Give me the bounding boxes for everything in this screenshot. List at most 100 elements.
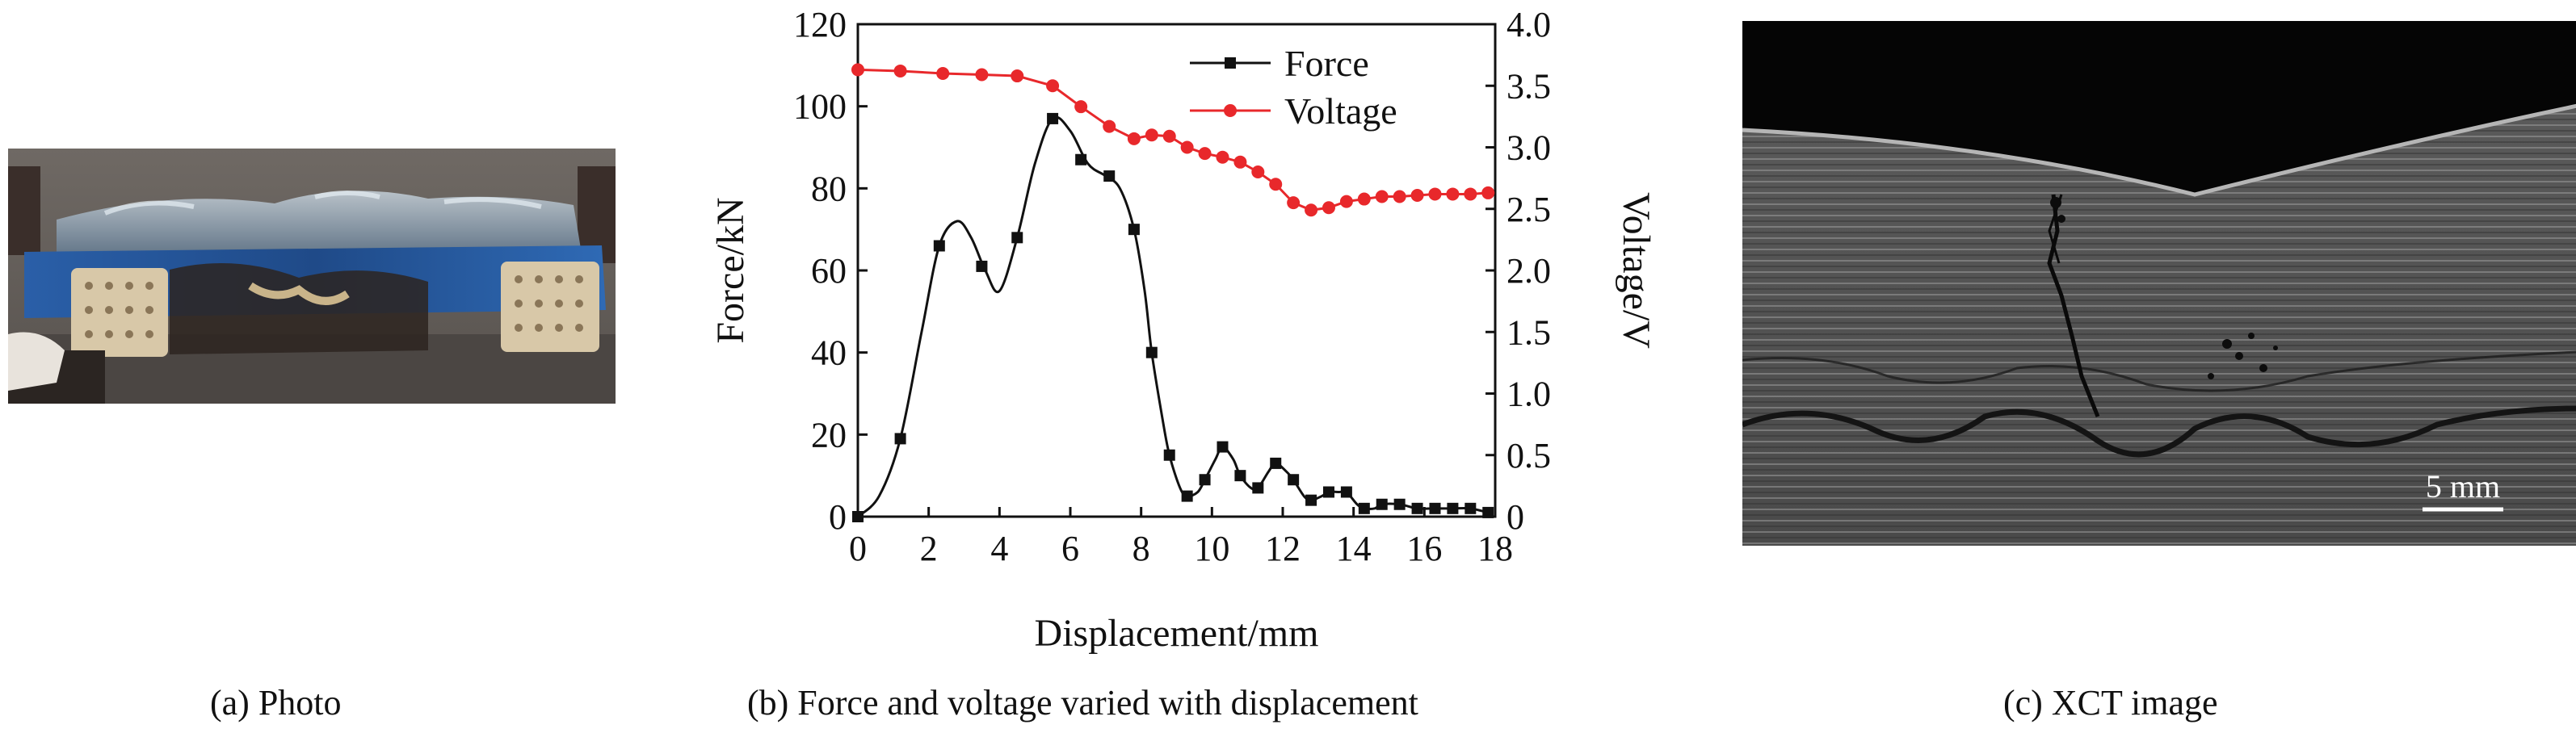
legend-label-force: Force	[1284, 43, 1369, 84]
voltage-data-point	[1357, 192, 1371, 206]
force-data-point	[1163, 449, 1175, 461]
force-data-point	[1288, 474, 1300, 486]
force-data-point	[1199, 474, 1211, 486]
force-data-point	[1340, 486, 1352, 498]
x-tick-label: 2	[920, 529, 938, 568]
voltage-data-point	[975, 68, 989, 82]
voltage-data-point	[1046, 79, 1060, 93]
voltage-data-point	[1103, 119, 1116, 133]
voltage-data-point	[1198, 147, 1212, 161]
photo-panel-a	[8, 149, 616, 404]
voltage-data-point	[1127, 132, 1141, 145]
x-axis-ticks: 0 2 4 6 8 10 12 14 16 18	[849, 507, 1513, 568]
voltage-data-point	[1393, 190, 1406, 203]
x-tick-label: 14	[1336, 529, 1372, 568]
voltage-data-point	[1269, 178, 1283, 191]
caption-panel-b: (b) Force and voltage varied with displa…	[747, 683, 1418, 723]
y-tick-label: 0	[829, 497, 847, 537]
voltage-data-point	[1428, 187, 1442, 201]
caption-panel-c: (c) XCT image	[2003, 683, 2218, 723]
y2-axis-title: Voltage/V	[1615, 192, 1658, 349]
force-data-point	[1217, 441, 1229, 453]
voltage-data-point	[1305, 203, 1318, 217]
voltage-data-point	[936, 67, 950, 80]
force-data-point	[1181, 490, 1193, 502]
voltage-data-point	[1216, 150, 1229, 164]
voltage-data-point	[893, 64, 907, 77]
y-axis-title: Force/kN	[709, 197, 752, 343]
crushed-cell-photo	[8, 149, 616, 404]
x-tick-label: 12	[1265, 529, 1301, 568]
voltage-data-point	[1410, 188, 1424, 202]
y2-axis-ticks: 0 0.5 1.0 1.5 2.0 2.5 3.0 3.5 4.0	[1486, 5, 1551, 537]
scale-bar-label: 5 mm	[2426, 468, 2500, 505]
force-data-point	[1464, 502, 1477, 514]
voltage-data-point	[1180, 140, 1194, 154]
force-voltage-chart: 0 2 4 6 8 10 12 14 16 18 0 20 40 60 80 100 120 0 0.5 1.0 1…	[709, 5, 1658, 655]
voltage-data-point	[1464, 187, 1477, 201]
y-tick-label: 60	[811, 251, 847, 291]
y-tick-label: 80	[811, 169, 847, 208]
force-data-point	[1145, 346, 1158, 358]
voltage-data-point	[1287, 196, 1301, 210]
force-data-point	[1252, 482, 1264, 494]
xct-image: 5 mm	[1742, 21, 2576, 546]
x-tick-label: 16	[1406, 529, 1442, 568]
legend-label-voltage: Voltage	[1284, 90, 1397, 132]
voltage-data-point	[851, 63, 864, 77]
caption-panel-a: (a) Photo	[210, 683, 342, 723]
y2-tick-label: 2.5	[1507, 190, 1551, 229]
y-tick-label: 120	[793, 5, 847, 44]
y2-tick-label: 0	[1507, 497, 1524, 537]
force-data-point	[976, 260, 988, 272]
plot-frame	[856, 23, 1497, 518]
force-data-point	[1322, 486, 1334, 498]
y2-tick-label: 1.5	[1507, 312, 1551, 352]
legend-marker-voltage	[1224, 104, 1237, 117]
force-data-point	[1234, 470, 1246, 482]
force-data-point	[1376, 498, 1388, 510]
x-tick-label: 10	[1194, 529, 1229, 568]
voltage-data-point	[1145, 128, 1158, 142]
voltage-data-point	[1446, 187, 1460, 201]
x-tick-label: 6	[1061, 529, 1079, 568]
voltage-data-point	[1339, 195, 1353, 208]
series-markers-force	[852, 112, 1494, 522]
y2-tick-label: 1.0	[1507, 375, 1551, 414]
x-tick-label: 4	[990, 529, 1008, 568]
y-tick-label: 20	[811, 415, 847, 454]
y2-tick-label: 3.0	[1507, 128, 1551, 168]
x-axis-title: Displacement/mm	[1035, 612, 1319, 655]
y2-tick-label: 2.0	[1507, 251, 1551, 291]
y2-tick-label: 3.5	[1507, 66, 1551, 106]
voltage-data-point	[1233, 155, 1247, 169]
force-data-point	[1482, 506, 1494, 518]
legend-marker-force	[1225, 57, 1236, 69]
xct-image-panel-c: 5 mm	[1742, 21, 2576, 546]
y-tick-label: 100	[793, 87, 847, 127]
series-markers-voltage	[851, 63, 1495, 217]
force-data-point	[1358, 502, 1370, 514]
y2-tick-label: 0.5	[1507, 436, 1551, 475]
force-data-point	[1075, 153, 1087, 165]
voltage-data-point	[1011, 69, 1024, 83]
x-tick-label: 0	[849, 529, 867, 568]
force-data-point	[894, 433, 906, 445]
force-data-point	[1047, 112, 1059, 124]
force-data-point	[1270, 457, 1282, 469]
voltage-data-point	[1481, 186, 1495, 199]
x-tick-label: 18	[1477, 529, 1513, 568]
force-data-point	[1128, 224, 1140, 236]
y-tick-label: 40	[811, 333, 847, 373]
force-data-point	[1011, 232, 1023, 244]
x-tick-label: 8	[1133, 529, 1150, 568]
force-data-point	[1411, 502, 1423, 514]
force-data-point	[1305, 494, 1317, 506]
voltage-data-point	[1322, 201, 1335, 215]
y-axis-ticks: 0 20 40 60 80 100 120	[793, 5, 868, 537]
voltage-data-point	[1162, 129, 1176, 143]
force-data-point	[1447, 502, 1459, 514]
force-data-point	[1103, 170, 1116, 182]
force-data-point	[1429, 502, 1441, 514]
voltage-data-point	[1074, 100, 1088, 114]
